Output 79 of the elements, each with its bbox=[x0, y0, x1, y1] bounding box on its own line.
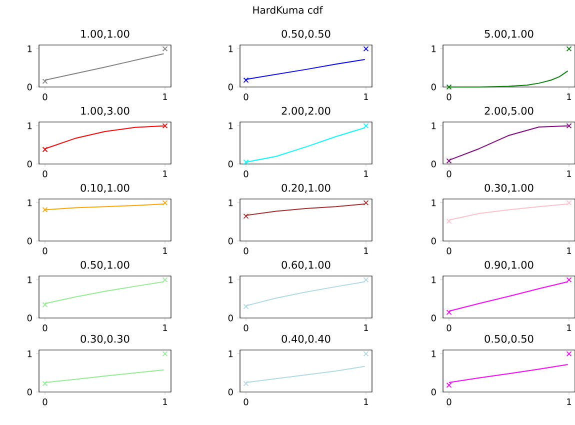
x-tick-label: 1 bbox=[163, 94, 168, 100]
y-tick-label: 1 bbox=[28, 200, 32, 206]
x-tick-label: 0 bbox=[446, 94, 452, 100]
x-tick-label: 0 bbox=[244, 324, 248, 332]
chart-title: 0.50,0.50 bbox=[282, 30, 330, 39]
chart-title: 1.00,3.00 bbox=[81, 106, 130, 116]
y-tick-label: 1 bbox=[228, 46, 233, 52]
line-series bbox=[448, 70, 568, 88]
x-tick-label: 0 bbox=[446, 398, 452, 406]
x-tick-label: 1 bbox=[567, 324, 572, 332]
x-tick-label: 1 bbox=[567, 170, 572, 178]
y-tick-label: 0 bbox=[27, 238, 32, 244]
chart-title: 0.30,1.00 bbox=[484, 184, 534, 193]
x-tick-label: 1 bbox=[364, 324, 368, 332]
x-tick-label: 0 bbox=[42, 94, 48, 100]
chart-title: 0.90,1.00 bbox=[484, 260, 534, 270]
y-tick-label: 1 bbox=[432, 276, 436, 284]
y-tick-label: 0 bbox=[228, 84, 233, 90]
y-tick-label: 0 bbox=[431, 160, 436, 168]
y-tick-label: 0 bbox=[431, 84, 436, 90]
x-tick-label: 1 bbox=[567, 248, 572, 254]
x-tick-label: 1 bbox=[364, 248, 368, 254]
x-tick-label: 1 bbox=[364, 94, 368, 100]
y-tick-label: 1 bbox=[432, 122, 436, 130]
x-tick-label: 0 bbox=[446, 324, 452, 332]
y-tick-label: 1 bbox=[28, 46, 32, 52]
chart-title: 0.60,1.00 bbox=[282, 260, 330, 270]
y-tick-label: 1 bbox=[228, 200, 233, 206]
x-tick-label: 1 bbox=[163, 248, 168, 254]
y-tick-label: 0 bbox=[228, 388, 233, 396]
chart-title: 0.20,1.00 bbox=[282, 184, 330, 193]
x-tick-label: 0 bbox=[42, 248, 48, 254]
y-tick-label: 1 bbox=[228, 276, 233, 284]
chart-title: 1.00,1.00 bbox=[81, 30, 130, 39]
y-tick-label: 0 bbox=[228, 238, 233, 244]
y-tick-label: 0 bbox=[27, 84, 32, 90]
y-tick-label: 1 bbox=[28, 122, 32, 130]
x-tick-label: 1 bbox=[567, 94, 572, 100]
x-tick-label: 0 bbox=[42, 170, 48, 178]
line-series bbox=[44, 369, 164, 383]
chart-title: 2.00,2.00 bbox=[282, 106, 330, 116]
y-tick-label: 1 bbox=[432, 350, 436, 358]
y-tick-label: 0 bbox=[27, 388, 32, 396]
y-tick-label: 0 bbox=[431, 314, 436, 322]
x-tick-label: 1 bbox=[364, 398, 368, 406]
x-tick-label: 1 bbox=[163, 170, 168, 178]
y-tick-label: 1 bbox=[432, 200, 436, 206]
x-tick-label: 0 bbox=[244, 170, 248, 178]
chart-title: 2.00,5.00 bbox=[484, 106, 534, 116]
y-tick-label: 0 bbox=[431, 238, 436, 244]
chart-title: 0.40,0.40 bbox=[282, 334, 330, 344]
x-tick-label: 0 bbox=[42, 398, 48, 406]
chart-title: 5.00,1.00 bbox=[484, 30, 534, 39]
line-series bbox=[246, 366, 366, 383]
x-tick-label: 1 bbox=[163, 324, 168, 332]
y-tick-label: 0 bbox=[27, 314, 32, 322]
y-tick-label: 0 bbox=[27, 160, 32, 168]
x-tick-label: 0 bbox=[244, 94, 248, 100]
chart-title: 0.30,0.30 bbox=[80, 334, 130, 344]
y-tick-label: 0 bbox=[431, 388, 436, 396]
chart-title: 0.50,1.00 bbox=[80, 260, 130, 270]
x-tick-label: 0 bbox=[446, 170, 452, 178]
x-tick-label: 1 bbox=[163, 398, 168, 406]
y-tick-label: 1 bbox=[28, 350, 32, 358]
text: HardKuma cdf bbox=[253, 6, 323, 14]
x-tick-label: 1 bbox=[567, 398, 572, 406]
y-tick-label: 0 bbox=[228, 314, 233, 322]
x-tick-label: 0 bbox=[244, 248, 248, 254]
y-tick-label: 1 bbox=[228, 122, 233, 130]
y-tick-label: 1 bbox=[432, 46, 436, 52]
y-tick-label: 1 bbox=[228, 350, 233, 358]
x-tick-label: 0 bbox=[446, 248, 452, 254]
y-tick-label: 0 bbox=[228, 160, 233, 168]
x-tick-label: 0 bbox=[244, 398, 248, 406]
y-tick-label: 1 bbox=[28, 276, 32, 284]
chart-title: 0.50,0.50 bbox=[484, 334, 534, 344]
chart-title: 0.10,1.00 bbox=[80, 184, 130, 193]
x-tick-label: 0 bbox=[42, 324, 48, 332]
x-tick-label: 1 bbox=[364, 170, 368, 178]
